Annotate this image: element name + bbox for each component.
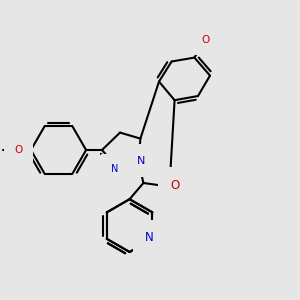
Text: O: O: [170, 178, 179, 192]
Text: O: O: [201, 34, 210, 45]
Text: O: O: [14, 145, 22, 155]
Text: N: N: [145, 231, 154, 244]
Text: N: N: [111, 164, 118, 174]
Text: N: N: [137, 155, 145, 166]
